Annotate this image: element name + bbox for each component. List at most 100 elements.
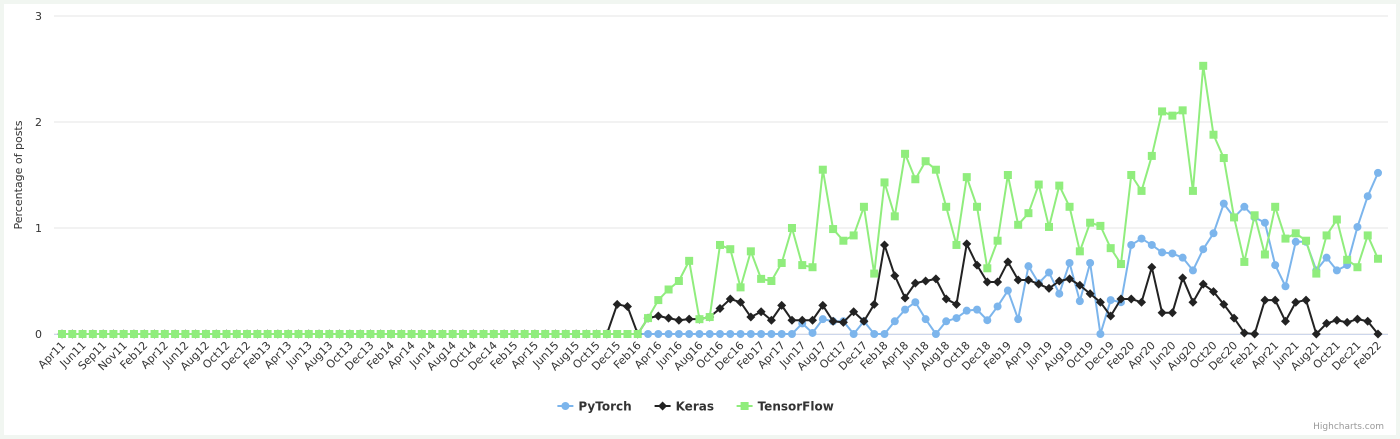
marker [797, 315, 807, 325]
marker [818, 165, 827, 174]
marker [1034, 180, 1043, 189]
marker [983, 264, 992, 273]
marker [1106, 311, 1116, 321]
marker [1291, 297, 1301, 307]
marker [870, 330, 879, 338]
marker [1168, 111, 1177, 120]
marker [1167, 308, 1177, 318]
credits[interactable]: Highcharts.com [1313, 422, 1384, 432]
marker [859, 316, 869, 326]
marker [1219, 299, 1229, 309]
marker [757, 330, 766, 338]
marker [1260, 218, 1269, 227]
y-tick-label: 3 [35, 10, 42, 23]
marker [695, 330, 704, 338]
marker [736, 297, 746, 307]
marker [684, 314, 694, 324]
marker [345, 330, 354, 338]
marker [1065, 274, 1075, 284]
marker [1291, 237, 1300, 246]
marker [746, 312, 756, 322]
marker [756, 307, 766, 317]
y-tick-label: 0 [35, 328, 42, 341]
marker [777, 300, 787, 310]
marker [1302, 236, 1311, 245]
marker [1045, 222, 1053, 231]
marker [1198, 279, 1208, 289]
marker [767, 330, 776, 338]
marker [1086, 258, 1095, 267]
marker [602, 330, 611, 338]
marker [695, 315, 704, 324]
legend-item[interactable]: TensorFlow [736, 400, 834, 414]
marker [1157, 308, 1167, 318]
marker [500, 330, 509, 338]
marker [109, 330, 118, 338]
marker [612, 299, 622, 309]
marker [582, 330, 591, 338]
marker [1240, 202, 1249, 211]
marker [839, 236, 848, 245]
marker [150, 330, 159, 338]
marker [1353, 222, 1362, 231]
marker [551, 330, 560, 338]
marker [273, 330, 282, 338]
marker [869, 299, 879, 309]
marker [458, 330, 467, 338]
marker [787, 224, 796, 232]
marker [1055, 289, 1064, 298]
marker [171, 330, 180, 338]
marker [829, 225, 838, 234]
y-tick-label: 1 [35, 222, 42, 235]
marker [1003, 171, 1012, 179]
marker [973, 202, 982, 211]
marker [1271, 202, 1280, 211]
marker [407, 330, 416, 338]
marker [1065, 258, 1074, 267]
marker [1127, 171, 1136, 179]
marker [1075, 280, 1085, 290]
marker [818, 315, 827, 324]
marker [1280, 316, 1290, 326]
marker [1250, 211, 1259, 220]
marker [284, 330, 293, 338]
marker [890, 317, 899, 326]
legend-item[interactable]: PyTorch [557, 400, 632, 414]
marker [387, 330, 395, 338]
marker [1075, 297, 1084, 306]
marker [849, 330, 858, 338]
marker [1322, 318, 1332, 328]
marker [1147, 151, 1156, 160]
marker [685, 256, 694, 265]
legend-label: TensorFlow [758, 400, 834, 414]
marker [572, 330, 581, 338]
marker [1106, 244, 1115, 253]
marker [1342, 317, 1352, 327]
marker [880, 240, 889, 250]
marker [1178, 273, 1188, 283]
marker [664, 285, 673, 294]
marker [952, 314, 961, 323]
marker [1353, 263, 1362, 272]
y-axis-title: Percentage of posts [12, 120, 25, 229]
marker [931, 274, 941, 284]
marker [766, 315, 776, 325]
marker [1301, 295, 1311, 305]
marker [417, 330, 426, 338]
marker [757, 274, 766, 283]
y-tick-label: 2 [35, 116, 42, 129]
marker [716, 240, 724, 249]
marker [1168, 249, 1177, 258]
marker [664, 313, 674, 323]
marker [1023, 275, 1033, 285]
marker [1126, 294, 1136, 304]
marker [1116, 294, 1126, 304]
marker [942, 317, 951, 326]
marker [726, 330, 735, 338]
marker [304, 330, 313, 338]
marker [890, 212, 899, 221]
marker [561, 330, 570, 338]
legend-item[interactable]: Keras [654, 400, 714, 414]
marker [140, 330, 149, 338]
marker [1239, 328, 1249, 338]
